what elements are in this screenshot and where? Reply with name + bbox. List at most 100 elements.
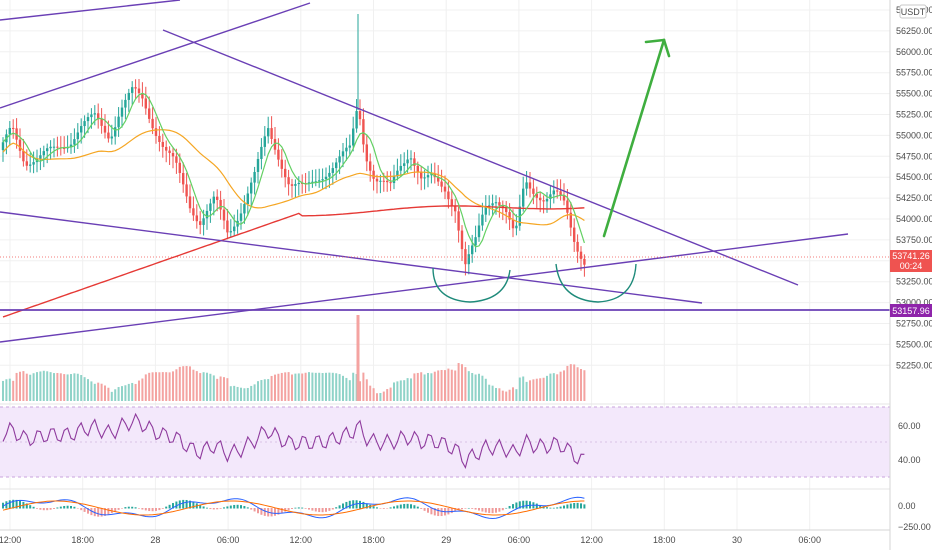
candle-body — [450, 199, 453, 206]
macd-bar — [223, 507, 225, 509]
macd-bar — [158, 508, 161, 511]
candle-body — [297, 182, 300, 185]
candle-body — [392, 176, 396, 184]
volume-bar — [386, 389, 389, 401]
candle-body — [328, 172, 331, 177]
macd-bar — [403, 503, 406, 509]
currency-badge[interactable] — [899, 4, 927, 19]
candle-body — [168, 150, 171, 154]
ascending-trendline[interactable] — [0, 233, 849, 343]
macd-bar — [172, 503, 174, 509]
candle-body — [460, 230, 464, 250]
candle-body — [114, 127, 117, 137]
volume-bar — [308, 372, 310, 401]
volume-bar — [117, 387, 120, 401]
volume-bar — [413, 373, 416, 401]
descending-trendline[interactable] — [162, 29, 799, 286]
candle-body — [294, 184, 297, 186]
candle-body — [178, 162, 181, 174]
macd-bar — [236, 504, 239, 509]
candle-body — [270, 128, 273, 139]
volume-bar — [46, 371, 49, 401]
volume-bar — [131, 382, 134, 401]
macd-bar — [63, 505, 66, 509]
macd-bar — [253, 508, 256, 512]
macd-bar — [294, 507, 297, 509]
candle-body — [409, 158, 413, 160]
macd-bar — [15, 499, 18, 509]
volume-bar — [104, 385, 106, 401]
candle-body — [474, 237, 477, 246]
bullish-arrow[interactable] — [602, 38, 671, 238]
price-tick: 55500.00 — [896, 89, 932, 99]
volume-bar — [365, 379, 368, 401]
macd-bar — [5, 501, 8, 509]
candle-body — [403, 163, 406, 166]
macd-bar — [365, 503, 368, 509]
volume-bar — [399, 380, 402, 401]
volume-bar — [63, 374, 66, 401]
price-tick: 54250.00 — [896, 193, 932, 203]
macd-bar — [372, 506, 375, 509]
candle-body — [222, 209, 226, 221]
macd-bar — [420, 508, 423, 509]
volume-bar — [454, 370, 457, 401]
candle-body — [86, 117, 90, 122]
macd-bar — [512, 504, 514, 509]
volume-bar — [549, 373, 552, 401]
volume-bar — [236, 386, 239, 401]
candle-body — [362, 119, 365, 145]
macd-bar — [539, 504, 542, 509]
macd-bar — [325, 508, 327, 512]
volume-bar — [301, 373, 304, 401]
candle-body — [165, 146, 168, 151]
macd-bar — [229, 505, 232, 509]
volume-bar — [195, 371, 198, 401]
candle-body — [573, 227, 576, 242]
time-tick: 28 — [150, 535, 160, 545]
volume-bar — [328, 372, 331, 401]
macd-bar — [583, 504, 586, 509]
macd-bar — [430, 508, 433, 515]
macd-bar — [478, 508, 480, 511]
candle-body — [137, 88, 141, 94]
volume-bar — [379, 392, 382, 401]
volume-bar — [25, 373, 28, 401]
drawings[interactable] — [0, 0, 890, 343]
macd-bar — [535, 503, 538, 509]
volume-bar — [19, 371, 21, 401]
macd-bar — [80, 508, 83, 511]
right-shoulder-arc[interactable] — [555, 263, 637, 303]
candle-body — [263, 136, 266, 147]
volume-bar — [8, 378, 11, 401]
volume-bar — [226, 378, 229, 401]
candle-body — [562, 195, 566, 201]
candle-body — [389, 182, 392, 184]
lower-support-trendline[interactable] — [0, 211, 703, 304]
channel-top-line[interactable] — [0, 0, 181, 21]
candle-body — [243, 203, 246, 214]
candle-body — [80, 126, 83, 133]
volume-bar — [53, 373, 55, 401]
volume-bar — [138, 380, 140, 401]
macd-bar — [335, 507, 338, 509]
macd-bar — [97, 508, 100, 517]
volume-bar — [546, 375, 548, 401]
channel-upper-line[interactable] — [0, 2, 311, 109]
volume-bar — [362, 372, 365, 401]
macd-bar — [104, 508, 106, 516]
volume-bar — [172, 371, 174, 401]
macd-bar — [291, 508, 293, 509]
volume-bar — [223, 377, 225, 401]
macd-bar — [566, 504, 569, 509]
macd-bar — [90, 508, 93, 516]
left-shoulder-arc[interactable] — [432, 267, 511, 303]
macd-bar — [525, 500, 528, 509]
candle-body — [233, 226, 236, 232]
volume-bar — [342, 375, 344, 401]
macd-bar — [202, 506, 205, 509]
macd-bar — [141, 508, 144, 510]
support-price-label: 53157.96 — [892, 306, 930, 316]
macd-bar — [274, 508, 276, 516]
